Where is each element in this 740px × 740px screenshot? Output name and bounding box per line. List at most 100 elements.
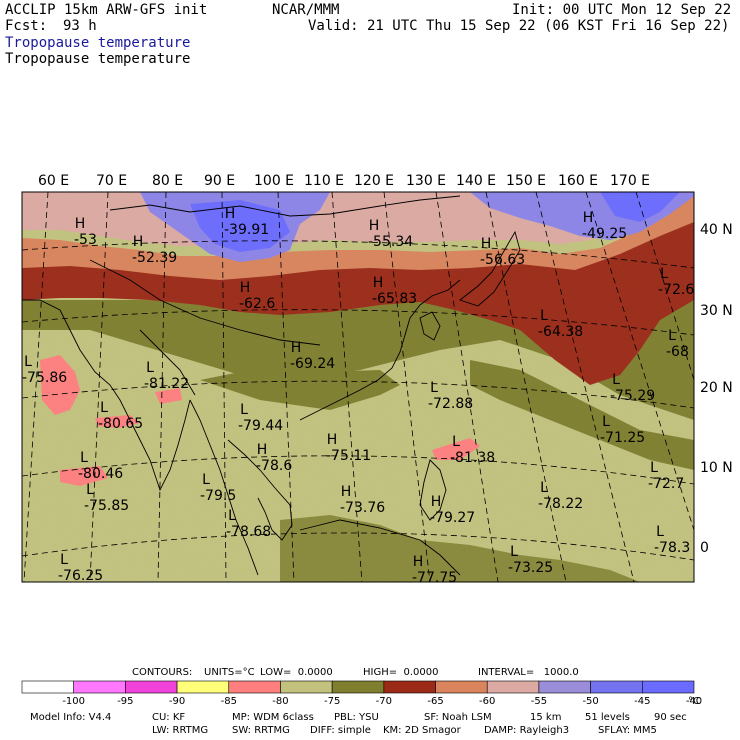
- extremum-value: -72.88: [428, 396, 473, 412]
- low-label: LOW= 0.0000: [260, 667, 333, 678]
- lon-label: 90 E: [204, 173, 235, 189]
- model-info-lw: LW: RRTMG: [152, 725, 209, 736]
- extremum-marker: L: [146, 360, 154, 376]
- extremum-marker: H: [327, 432, 338, 448]
- model-info-mp: MP: WDM 6class: [232, 712, 314, 723]
- lat-label: 40 N: [700, 222, 733, 238]
- extremum-marker: L: [430, 380, 438, 396]
- lon-label: 150 E: [506, 173, 546, 189]
- center-label: NCAR/MMM: [272, 2, 340, 18]
- lon-label: 130 E: [406, 173, 446, 189]
- extremum-marker: L: [650, 460, 658, 476]
- extremum-marker: L: [452, 434, 460, 450]
- extremum-value: -78.68: [226, 524, 271, 540]
- extremum-value: -78.3: [654, 540, 690, 556]
- colorbar-swatch: [486, 680, 540, 694]
- colorbar-tick-label: -95: [117, 696, 133, 707]
- extremum-value: -75.11: [326, 448, 371, 464]
- colorbar-unit: °C: [688, 696, 700, 707]
- lon-label: 110 E: [304, 173, 344, 189]
- lon-label: 160 E: [558, 173, 598, 189]
- extremum-marker: H: [583, 210, 594, 226]
- lat-line-30: [22, 309, 694, 336]
- field-subtitle: Tropopause temperature: [5, 51, 191, 67]
- lon-label: 60 E: [38, 173, 69, 189]
- graticule: [22, 192, 694, 582]
- extremum-marker: L: [656, 524, 664, 540]
- extremum-value: -72.6: [658, 282, 694, 298]
- lon-label: 140 E: [456, 173, 496, 189]
- lon-line-100: [277, 192, 295, 582]
- extremum-marker: L: [60, 552, 68, 568]
- colorbar-tick-label: -100: [62, 696, 85, 707]
- units-label: UNITS=°C: [204, 667, 255, 678]
- extremum-marker: L: [228, 508, 236, 524]
- colorbar-swatch: [538, 680, 591, 694]
- extremum-marker: L: [668, 328, 676, 344]
- extremum-value: -53: [74, 232, 97, 248]
- extremum-marker: H: [291, 340, 302, 356]
- latitude-labels: 40 N 30 N 20 N 10 N 0: [700, 222, 733, 556]
- lat-label: 0: [700, 540, 709, 556]
- lat-label: 10 N: [700, 460, 733, 476]
- coastline-arabia-india: [22, 299, 191, 492]
- coastline-korea: [419, 311, 441, 341]
- model-info-sf: SF: Noah LSM: [424, 712, 492, 723]
- lon-line-120: [383, 192, 431, 582]
- colorbar-tick-label: -40: [686, 696, 702, 707]
- extremum-marker: H: [369, 218, 380, 234]
- extremum-value: -75.85: [84, 498, 129, 514]
- extremum-value: -75.86: [22, 370, 67, 386]
- lon-line-170: [635, 192, 694, 381]
- model-info-cu: CU: KF: [152, 712, 186, 723]
- colorbar-swatch: [383, 680, 436, 694]
- extremum-marker: L: [100, 400, 108, 416]
- colorbar-labels: -100 -95 -90 -85 -80 -75 -70 -65 -60 -55 -50 -45 -40…: [62, 696, 702, 707]
- coastline-borneo: [299, 519, 461, 576]
- colorbar-tick-label: -50: [582, 696, 598, 707]
- colorbar-swatch: [125, 680, 178, 694]
- lon-line-160: [585, 192, 694, 531]
- colorbar-tick-label: -90: [169, 696, 185, 707]
- lon-label: 80 E: [152, 173, 183, 189]
- extremum-marker: L: [86, 482, 94, 498]
- extremum-marker: H: [431, 494, 442, 510]
- extremum-value: -49.25: [582, 226, 627, 242]
- lat-line-20: [22, 380, 694, 409]
- extremum-value: -79.27: [430, 510, 475, 526]
- extremum-value: -76.25: [58, 568, 103, 584]
- extremum-marker: L: [202, 472, 210, 488]
- colorbar-swatch: [331, 680, 385, 694]
- colorbar-swatch: [590, 680, 643, 694]
- extremum-value: -68: [666, 344, 689, 360]
- extremum-value: -69.24: [290, 356, 335, 372]
- extremum-value: -62.6: [239, 296, 275, 312]
- model-info-version: Model Info: V4.4: [30, 712, 112, 723]
- lon-label: 170 E: [610, 173, 650, 189]
- extremum-value: -71.25: [600, 430, 645, 446]
- model-info-sflay: SFLAY: MM5: [598, 725, 657, 736]
- coastline-philippines: [419, 459, 447, 521]
- colorbar-swatch: [642, 680, 695, 694]
- valid-time: Valid: 21 UTC Thu 15 Sep 22 (06 KST Fri …: [308, 18, 730, 34]
- colorbar-swatch: [176, 680, 230, 694]
- extremum-value: -78.6: [256, 458, 292, 474]
- extremum-marker: H: [225, 206, 236, 222]
- model-info-levels: 51 levels: [585, 712, 630, 723]
- extremum-marker: H: [413, 554, 424, 570]
- model-info-damp: DAMP: Rayleigh3: [484, 725, 570, 736]
- forecast-label: Fcst:: [5, 18, 48, 34]
- lon-label: 120 E: [354, 173, 394, 189]
- init-time: Init: 00 UTC Mon 12 Sep 22: [512, 2, 732, 18]
- lon-line-80: [157, 192, 167, 582]
- field-texture: [22, 192, 694, 582]
- lon-line-60: [23, 192, 49, 582]
- lon-line-70: [89, 192, 109, 582]
- colorbar-swatch: [435, 680, 488, 694]
- extremum-value: -56.63: [480, 252, 525, 268]
- extremum-marker: H: [75, 216, 86, 232]
- extremum-value: -79.5: [200, 488, 236, 504]
- colorbar-swatch: [73, 680, 126, 694]
- coastlines: [22, 195, 521, 576]
